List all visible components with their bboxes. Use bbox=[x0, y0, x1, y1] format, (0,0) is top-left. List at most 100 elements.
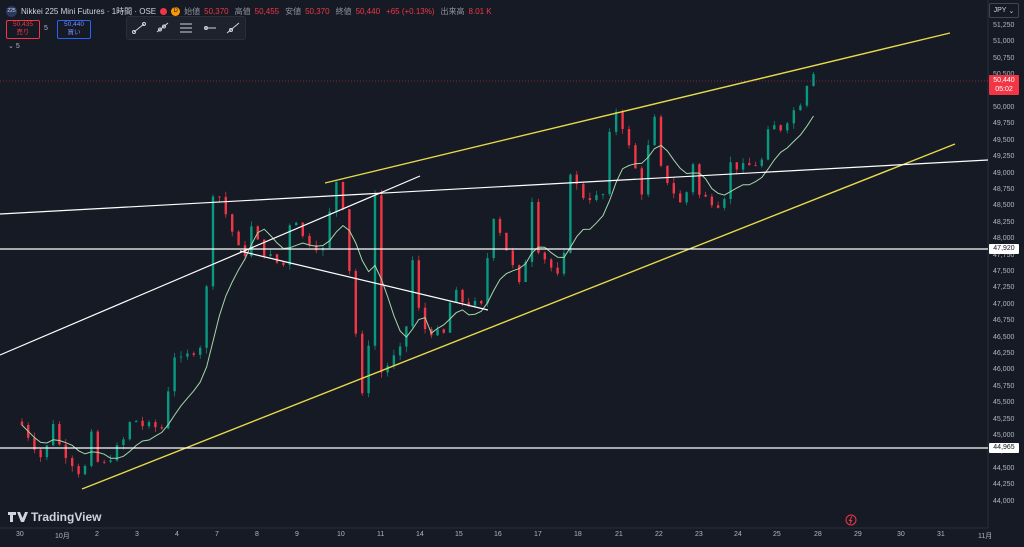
candle bbox=[812, 74, 815, 87]
candle bbox=[39, 449, 42, 458]
price-axis-label: 50,750 bbox=[993, 54, 1015, 62]
candle bbox=[45, 445, 49, 458]
candle bbox=[205, 286, 208, 348]
goto-realtime-icon[interactable] bbox=[845, 514, 857, 526]
symbol-title[interactable]: Nikkei 225 Mini Futures · 1時間 · OSE bbox=[21, 6, 157, 16]
candle bbox=[511, 250, 514, 266]
time-axis-label: 10 bbox=[337, 531, 345, 538]
candle bbox=[411, 260, 414, 327]
buy-button[interactable]: 50,440 買い bbox=[57, 20, 91, 39]
candle bbox=[608, 131, 611, 195]
price-axis-label: 44,500 bbox=[993, 464, 1015, 472]
candle bbox=[647, 145, 650, 195]
price-axis-label: 46,250 bbox=[993, 350, 1015, 357]
candle bbox=[492, 218, 495, 259]
candle bbox=[627, 129, 631, 146]
candle bbox=[361, 333, 364, 394]
candle bbox=[442, 329, 445, 333]
candle bbox=[348, 209, 351, 272]
chevron-down-icon: ⌄ bbox=[8, 43, 14, 50]
time-axis-label: 8 bbox=[255, 531, 259, 538]
candle bbox=[128, 422, 131, 440]
candle bbox=[498, 218, 502, 233]
current-price-value: 50,440 bbox=[993, 77, 1015, 84]
sell-button[interactable]: 50,435 売り bbox=[6, 20, 40, 39]
candle bbox=[275, 254, 279, 263]
candle bbox=[20, 421, 24, 425]
candle bbox=[167, 391, 170, 429]
level-2-price-tag: 44,965 bbox=[989, 443, 1019, 453]
time-axis-label: 11月 bbox=[978, 533, 993, 540]
price-axis-label: 48,750 bbox=[993, 186, 1015, 193]
candle bbox=[455, 289, 458, 303]
price-axis-label: 48,500 bbox=[993, 202, 1015, 210]
candle bbox=[83, 465, 87, 475]
time-axis-label: 23 bbox=[695, 531, 703, 538]
time-axis-label: 9 bbox=[295, 531, 299, 538]
candle bbox=[779, 125, 782, 131]
candle bbox=[448, 302, 452, 333]
candle bbox=[524, 261, 527, 282]
candle bbox=[218, 196, 221, 198]
candle bbox=[691, 164, 695, 193]
trend-line-tool-icon[interactable] bbox=[129, 20, 149, 36]
candle bbox=[666, 165, 669, 184]
tradingview-logo[interactable]: TradingView bbox=[8, 510, 101, 524]
candle bbox=[741, 163, 745, 170]
indicators-collapse-toggle[interactable]: ⌄ 5 bbox=[8, 42, 20, 50]
candle bbox=[735, 162, 739, 170]
time-axis-label: 16 bbox=[494, 531, 502, 538]
candle bbox=[373, 195, 377, 346]
candle bbox=[308, 235, 311, 246]
time-axis-label: 4 bbox=[175, 531, 179, 538]
candle bbox=[473, 300, 477, 306]
price-axis-label: 47,000 bbox=[993, 300, 1015, 308]
horizontal-ray-tool-icon[interactable] bbox=[200, 20, 220, 36]
candle bbox=[634, 145, 637, 169]
price-axis-label: 46,750 bbox=[993, 317, 1015, 325]
candle bbox=[562, 252, 566, 274]
price-axis-label: 49,500 bbox=[993, 136, 1015, 144]
candle bbox=[582, 184, 585, 199]
tradingview-logo-icon bbox=[8, 512, 28, 522]
ray-tool-icon[interactable] bbox=[152, 20, 172, 36]
price-axis-label: 49,250 bbox=[993, 153, 1015, 161]
parallel-channel-tool-icon[interactable] bbox=[176, 20, 196, 36]
symbol-icon: 225 bbox=[6, 5, 17, 17]
candle bbox=[805, 86, 809, 106]
time-axis-label: 30 bbox=[16, 531, 24, 538]
candle bbox=[640, 168, 643, 195]
candle bbox=[461, 289, 464, 303]
low-label: 安値 bbox=[285, 6, 302, 16]
time-axis-label: 14 bbox=[416, 531, 424, 538]
candle bbox=[614, 111, 618, 132]
channel-upper-line bbox=[324, 32, 951, 184]
current-price-tag: 50,440 05:02 bbox=[989, 75, 1019, 95]
candle bbox=[154, 422, 157, 428]
candle bbox=[653, 116, 656, 146]
currency-label: JPY bbox=[993, 7, 1007, 14]
candle bbox=[269, 254, 272, 256]
symbol-header[interactable]: 225 Nikkei 225 Mini Futures · 1時間 · OSE … bbox=[6, 4, 494, 18]
candle bbox=[773, 125, 776, 130]
candle bbox=[288, 225, 291, 265]
price-axis-label: 49,000 bbox=[993, 169, 1015, 177]
candle bbox=[211, 196, 215, 287]
spread-value: 5 bbox=[44, 25, 48, 32]
candle bbox=[224, 196, 227, 215]
candle bbox=[659, 116, 663, 166]
price-axis-label: 46,000 bbox=[993, 366, 1015, 374]
close-label: 終値 bbox=[335, 6, 352, 16]
extended-line-tool-icon[interactable] bbox=[223, 20, 243, 36]
candle bbox=[301, 222, 304, 236]
time-axis-label: 21 bbox=[615, 531, 623, 538]
time-axis-label: 24 bbox=[734, 531, 742, 538]
delayed-data-icon[interactable]: D bbox=[171, 6, 181, 16]
currency-selector[interactable]: JPY ⌄ bbox=[989, 3, 1019, 18]
candle bbox=[392, 355, 396, 366]
candle bbox=[335, 181, 338, 212]
candle bbox=[792, 110, 796, 124]
candle bbox=[480, 300, 483, 304]
time-axis-label: 11 bbox=[377, 531, 385, 538]
